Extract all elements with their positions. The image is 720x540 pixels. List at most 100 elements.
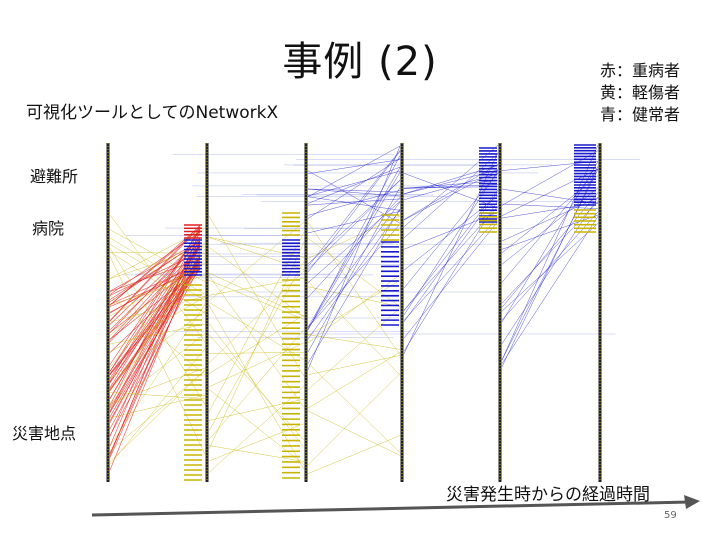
edge-severe	[109, 265, 201, 313]
edge-healthy	[307, 158, 401, 219]
edge-healthy	[307, 196, 401, 211]
edge-healthy	[307, 180, 401, 270]
edge-minor	[109, 251, 206, 314]
time-axis-label: 災害発生時からの経過時間	[446, 485, 650, 505]
legend-healthy: 青：健常者	[600, 105, 681, 124]
disaster-site-label: 災害地点	[12, 424, 77, 443]
edge-healthy	[307, 188, 401, 197]
edge-healthy	[501, 187, 599, 265]
edge-minor	[109, 394, 206, 419]
edge-healthy	[501, 145, 599, 361]
edge-minor	[109, 275, 206, 305]
edge-severe	[109, 227, 201, 306]
edge-minor	[307, 280, 401, 337]
shelter-label: 避難所	[30, 167, 79, 186]
edge-healthy	[307, 145, 401, 197]
edge-minor	[208, 275, 305, 408]
edge-severe	[109, 238, 201, 333]
edges-group	[109, 144, 640, 474]
edge-minor	[208, 323, 305, 448]
edge-minor	[208, 242, 305, 450]
edge-minor	[109, 228, 206, 279]
edge-healthy	[403, 153, 499, 239]
edge-healthy	[307, 172, 401, 330]
edge-minor	[208, 445, 305, 462]
edge-healthy	[307, 150, 401, 267]
edge-minor	[109, 323, 206, 345]
slide-title: 事例 (2)	[282, 39, 438, 85]
edge-healthy	[403, 144, 499, 227]
edge-healthy	[307, 188, 401, 193]
edge-healthy	[307, 155, 401, 331]
edge-minor	[307, 222, 401, 355]
edge-healthy	[501, 188, 599, 204]
edge-minor	[109, 256, 206, 455]
edge-healthy	[403, 173, 499, 209]
edge-minor	[307, 363, 401, 453]
edge-healthy	[307, 170, 401, 197]
edge-minor	[208, 277, 305, 296]
edge-minor	[208, 270, 305, 364]
timeline-axes-group	[106, 143, 602, 482]
edge-healthy	[307, 198, 401, 206]
edge-minor	[208, 247, 305, 317]
edge-minor	[109, 370, 206, 452]
edge-minor	[109, 296, 206, 353]
edge-minor	[307, 355, 401, 375]
edge-healthy	[403, 165, 499, 195]
edge-minor	[109, 247, 206, 405]
hospital-label: 病院	[32, 219, 65, 238]
edge-severe	[109, 267, 201, 340]
slide-subtitle: 可視化ツールとしてのNetworkX	[26, 103, 279, 123]
edge-minor	[109, 304, 206, 447]
edge-minor	[109, 391, 206, 400]
edge-minor	[109, 244, 206, 301]
edge-severe	[109, 240, 201, 340]
time-arrow-shaft	[91, 500, 691, 517]
edge-healthy	[403, 212, 499, 250]
edge-healthy	[501, 203, 599, 209]
edge-healthy	[501, 223, 599, 312]
edge-minor	[208, 272, 305, 317]
edge-healthy	[307, 146, 401, 370]
time-arrow-head	[684, 495, 700, 509]
edge-healthy	[403, 221, 499, 339]
edge-healthy	[307, 201, 401, 328]
edge-healthy	[501, 216, 599, 364]
edge-minor	[208, 329, 305, 440]
edge-healthy	[403, 217, 499, 321]
edge-minor	[208, 334, 305, 441]
edge-severe	[109, 256, 201, 383]
edge-minor	[307, 373, 401, 466]
edge-healthy	[403, 195, 499, 271]
edge-minor	[208, 398, 305, 421]
edge-minor	[307, 351, 401, 409]
edge-minor	[208, 279, 305, 320]
edge-healthy	[307, 209, 401, 340]
edge-minor	[109, 295, 206, 376]
edge-minor	[109, 311, 206, 380]
time-arrow-group	[91, 495, 700, 517]
edge-healthy	[403, 164, 499, 220]
edge-healthy	[501, 169, 599, 360]
edge-severe	[109, 243, 201, 455]
color-legend: 赤：重病者 黄：軽傷者 青：健常者	[600, 60, 680, 126]
edge-minor	[307, 307, 401, 390]
edge-minor	[109, 229, 206, 282]
edge-minor	[109, 333, 206, 409]
edge-minor	[208, 236, 305, 258]
edge-minor	[307, 435, 401, 474]
node-marks-group	[184, 144, 596, 481]
edge-severe	[109, 253, 201, 423]
legend-minor: 黄：軽傷者	[600, 83, 681, 102]
edge-minor	[307, 286, 401, 307]
edge-healthy	[501, 192, 599, 308]
edge-minor	[307, 281, 401, 376]
edge-minor	[109, 367, 206, 404]
legend-severe: 赤：重病者	[600, 61, 681, 80]
edge-minor	[208, 389, 305, 466]
edge-minor	[208, 352, 305, 354]
edge-minor	[109, 258, 206, 392]
edge-healthy	[307, 151, 401, 273]
